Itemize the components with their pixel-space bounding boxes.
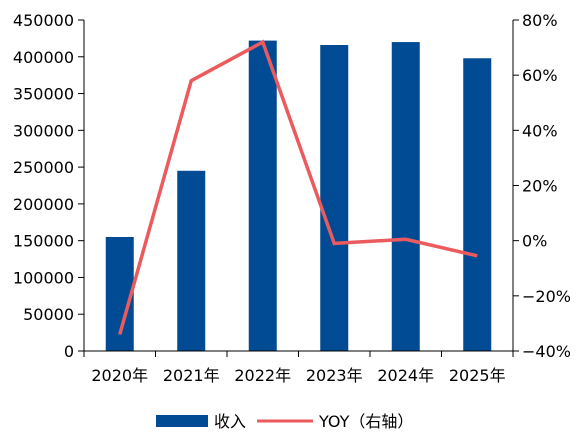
legend-label-line: YOY（右轴） [318,412,413,431]
y-left-tick-label-1: 50000 [23,305,74,324]
axes-layer [78,20,519,357]
bar-4 [392,42,420,351]
y-left-tick-label-7: 350000 [13,85,74,104]
y-left-tick-label-9: 450000 [13,11,74,30]
y-right-tick-label-5: 60% [522,66,558,85]
y-right-tick-label-2: 0% [522,232,547,251]
y-left-tick-label-3: 150000 [13,232,74,251]
x-tick-label-3: 2023年 [306,366,363,385]
x-tick-label-2: 2022年 [234,366,291,385]
y-left-tick-label-2: 100000 [13,268,74,287]
y-right-tick-label-1: −20% [522,287,571,306]
y-left-tick-label-4: 200000 [13,195,74,214]
bars-layer [106,41,492,351]
bar-1 [177,171,205,351]
y-left-tick-label-0: 0 [64,342,74,361]
legend-label-bar: 收入 [214,412,246,431]
yoy-line [120,42,478,334]
bar-3 [320,45,348,351]
y-left-tick-label-5: 250000 [13,158,74,177]
y-right-tick-label-0: −40% [522,342,571,361]
legend: 收入 YOY（右轴） [156,412,413,431]
y-right-tick-label-3: 20% [522,177,558,196]
line-layer [120,42,478,335]
y-left-tick-label-6: 300000 [13,121,74,140]
bar-2 [249,41,277,351]
y-right-tick-label-6: 80% [522,11,558,30]
y-left-tick-label-8: 400000 [13,48,74,67]
legend-swatch-bar [156,415,208,427]
x-tick-label-0: 2020年 [91,366,148,385]
bar-5 [463,58,491,351]
x-tick-label-4: 2024年 [377,366,434,385]
x-tick-label-1: 2021年 [163,366,220,385]
y-right-tick-label-4: 40% [522,121,558,140]
x-tick-label-5: 2025年 [449,366,506,385]
